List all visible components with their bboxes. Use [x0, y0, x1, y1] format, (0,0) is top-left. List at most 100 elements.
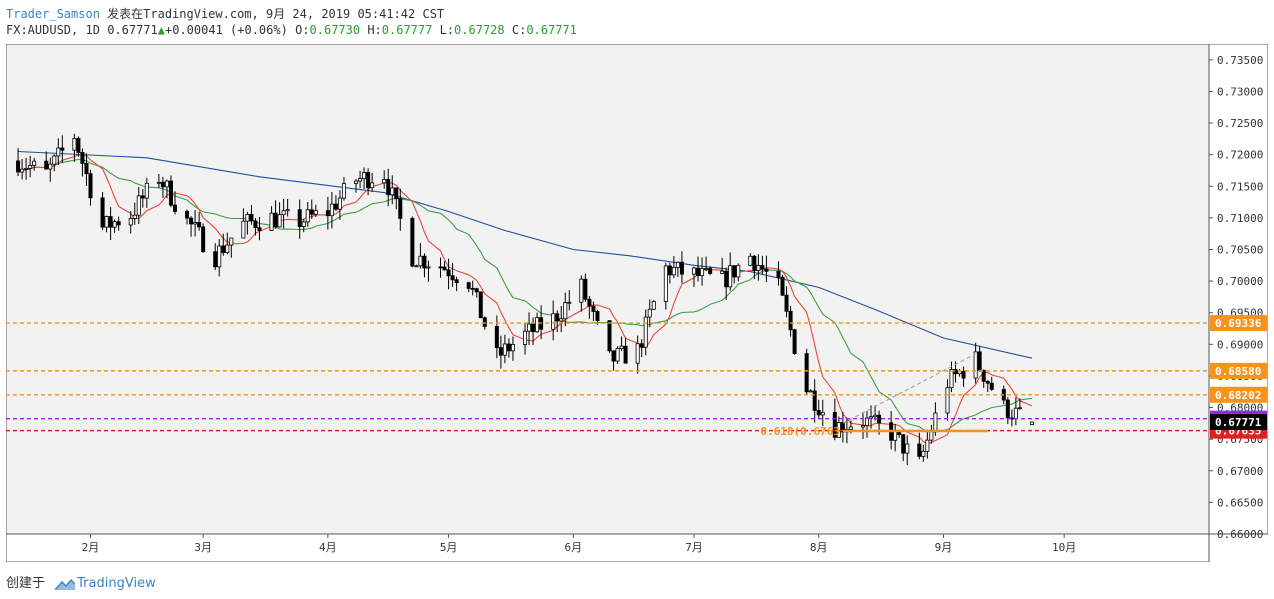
candle-body: [213, 251, 218, 268]
candle-body: [756, 265, 761, 271]
time-axis[interactable]: [5, 533, 1210, 563]
candle-body: [933, 412, 938, 433]
candle-body: [185, 211, 190, 219]
candle-body: [164, 180, 169, 188]
high-label: H:: [367, 23, 382, 37]
price-chart[interactable]: 0.618(0.6763 0.660000.665000.670000.6750…: [5, 43, 1269, 563]
last-price: 0.67771: [107, 23, 158, 37]
candle-body: [446, 269, 451, 277]
candle-body: [873, 414, 878, 418]
x-axis-ticks: 2月 3月 4月 5月 6月 7月 8月 9月 10月: [82, 534, 1076, 554]
chart-container[interactable]: 0.618(0.6763 0.66000 0.66500 0.67000 0.6750…: [5, 43, 1269, 563]
candle-body: [382, 179, 387, 184]
x-tick-label: 10月: [1052, 541, 1076, 554]
candle-body: [305, 209, 310, 223]
x-tick-label: 9月: [935, 541, 953, 554]
candle-body: [128, 218, 133, 226]
candle-body: [623, 345, 628, 364]
candle-body: [197, 222, 202, 228]
ma-slow-path: [18, 150, 1033, 359]
candle-body: [277, 214, 282, 228]
level-price-label: 0.68580: [1215, 365, 1261, 378]
candle-body: [442, 266, 447, 271]
footer: 创建于 TradingView: [6, 572, 156, 591]
candle-body: [354, 180, 359, 185]
candle-body: [333, 203, 338, 210]
candle-body: [454, 279, 459, 284]
last-price-tag: [1210, 414, 1267, 431]
candle-body: [426, 266, 431, 269]
drawings: 0.618(0.6763: [760, 353, 988, 438]
candle-body: [398, 198, 403, 219]
candle-body: [273, 212, 278, 228]
candle-body: [136, 195, 141, 216]
candle-body: [925, 439, 930, 452]
candle-body: [84, 163, 89, 175]
candle-body: [301, 221, 306, 228]
candle-body: [776, 270, 781, 278]
candle-body: [792, 329, 797, 354]
candle-body: [329, 203, 334, 217]
candle-body: [116, 221, 121, 226]
tradingview-brand[interactable]: TradingView: [77, 576, 156, 591]
candle-body: [651, 301, 656, 310]
candle-body: [869, 416, 874, 419]
candle-body: [20, 168, 25, 173]
candle-body: [498, 347, 503, 356]
candle-body: [583, 278, 588, 300]
tradingview-logo-icon[interactable]: [55, 578, 76, 590]
candle-body: [104, 216, 109, 228]
author-link[interactable]: Trader_Samson: [6, 7, 100, 21]
candle-body: [720, 270, 725, 274]
candle-body: [527, 323, 532, 332]
candle-body: [808, 390, 813, 393]
candle-body: [917, 443, 922, 457]
candle-body: [949, 368, 954, 389]
horizontal-levels: [6, 322, 1209, 432]
candle-body: [201, 226, 206, 253]
price-axis[interactable]: [1208, 43, 1269, 535]
candle-body: [531, 323, 536, 333]
candle-body: [76, 138, 81, 153]
x-tick-label: 5月: [440, 541, 458, 554]
candle-body: [595, 311, 600, 322]
high-value: 0.67777: [381, 23, 433, 37]
candle-body: [32, 160, 37, 166]
candle-body: [832, 412, 837, 438]
candle-body: [140, 195, 145, 199]
candle-body: [788, 310, 793, 331]
candle-body: [663, 265, 668, 302]
candles: [16, 133, 1034, 465]
y-tick-label: 0.67000: [1217, 465, 1263, 478]
candle-body: [325, 210, 330, 217]
candle-body: [977, 351, 982, 371]
candle-body: [414, 265, 419, 268]
candle-body: [16, 160, 21, 173]
change-percent: (+0.06%): [230, 23, 288, 37]
candle-body: [820, 412, 825, 416]
candle-body: [579, 278, 584, 303]
y-tick-label: 0.72500: [1217, 117, 1263, 130]
candle-body: [470, 287, 475, 290]
candle-body: [696, 267, 701, 277]
candle-body: [72, 138, 77, 151]
open-label: O:: [295, 23, 310, 37]
candle-body: [619, 345, 624, 350]
y-tick-label: 0.66500: [1217, 496, 1263, 509]
ma-slow-line: [18, 150, 1033, 359]
candle-body: [563, 302, 568, 320]
candle-body: [217, 245, 222, 268]
candle-body: [567, 301, 572, 304]
candle-body: [56, 147, 61, 157]
x-tick-label: 6月: [564, 541, 582, 554]
plot-area[interactable]: [5, 43, 1210, 535]
candle-body: [28, 165, 33, 169]
candle-body: [366, 172, 371, 189]
candle-body: [639, 343, 644, 348]
chart-header-publish: Trader_Samson 发表在TradingView.com, 9月 24,…: [6, 5, 444, 22]
candle-body: [667, 265, 672, 276]
candle-body: [860, 425, 865, 428]
candle-body: [816, 410, 821, 416]
candle-body: [961, 370, 966, 379]
candle-body: [643, 316, 648, 348]
